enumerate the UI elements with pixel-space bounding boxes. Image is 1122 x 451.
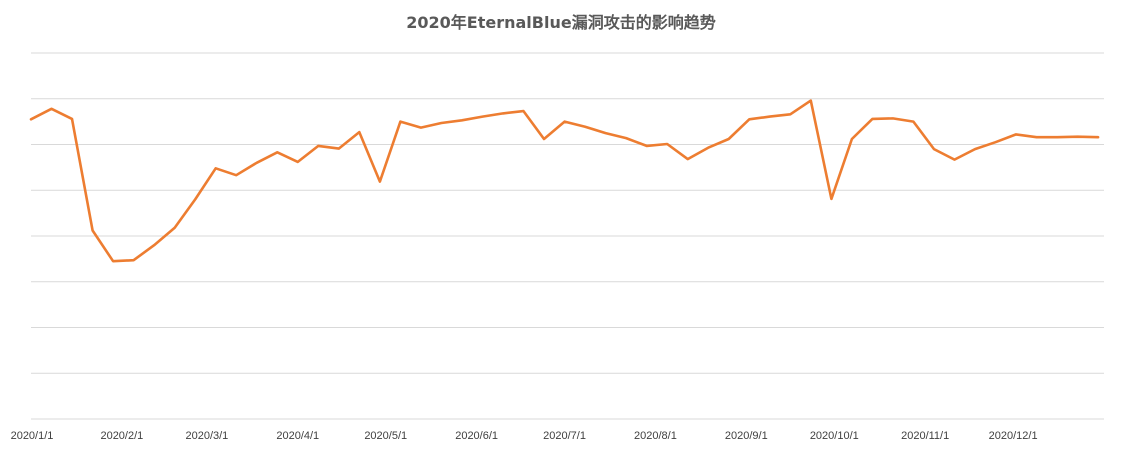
x-tick-label: 2020/10/1 (810, 430, 859, 442)
x-tick-label: 2020/4/1 (276, 430, 319, 442)
gridlines (31, 52, 1104, 420)
x-tick-label: 2020/7/1 (543, 430, 586, 442)
x-tick-label: 2020/2/1 (100, 430, 143, 442)
x-tick-label: 2020/6/1 (455, 430, 498, 442)
x-tick-label: 2020/12/1 (989, 430, 1038, 442)
x-axis-tick-labels: 2020/1/1 2020/2/1 2020/3/1 2020/4/1 2020/5/1… (11, 430, 1038, 442)
series-group (29, 99, 1100, 263)
x-tick-label: 2020/8/1 (634, 430, 677, 442)
x-tick-label: 2020/3/1 (185, 430, 228, 442)
chart-title: 2020年EternalBlue漏洞攻击的影响趋势 (406, 13, 715, 32)
x-tick-label: 2020/11/1 (901, 430, 949, 442)
x-tick-label: 2020/5/1 (364, 430, 407, 442)
series-line (29, 99, 1100, 263)
x-tick-label: 2020/9/1 (725, 430, 768, 442)
x-tick-label: 2020/1/1 (11, 430, 54, 442)
